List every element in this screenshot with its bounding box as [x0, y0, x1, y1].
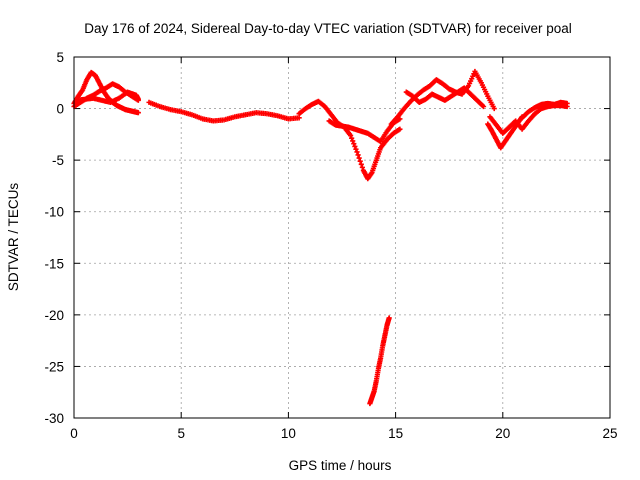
data-points	[71, 68, 570, 407]
y-tick-label: 0	[56, 102, 64, 117]
data-point	[359, 164, 365, 170]
x-tick-label: 20	[495, 426, 510, 441]
series-arc-11	[487, 102, 570, 136]
data-point	[397, 126, 403, 132]
plot-frame	[73, 56, 611, 419]
series-arc-1	[71, 69, 141, 116]
data-point	[356, 155, 362, 161]
series-arc-5	[296, 98, 403, 182]
x-tick-label: 0	[70, 426, 78, 441]
data-point	[350, 138, 356, 144]
data-point	[135, 96, 141, 102]
data-point	[491, 105, 497, 112]
data-point	[351, 141, 357, 147]
data-point	[386, 315, 392, 321]
series-arc-12	[519, 99, 570, 121]
x-axis-label: GPS time / hours	[289, 458, 392, 473]
data-point	[358, 161, 364, 167]
data-point	[564, 100, 570, 107]
data-point	[135, 110, 141, 116]
series-arc-4	[146, 99, 302, 124]
y-tick-label: -25	[44, 359, 64, 374]
y-axis-label: SDTVAR / TECUs	[6, 183, 21, 292]
x-tick-label: 25	[602, 426, 617, 441]
data-point	[347, 132, 354, 138]
data-point	[349, 135, 355, 141]
series-arc-7	[367, 315, 392, 407]
x-tick-label: 10	[281, 426, 296, 441]
data-point	[355, 152, 361, 158]
y-tick-label: -20	[44, 308, 64, 323]
data-point	[352, 143, 358, 149]
data-point	[357, 158, 363, 164]
y-tick-label: -5	[52, 153, 64, 168]
x-tick-label: 15	[388, 426, 403, 441]
y-tick-label: -30	[44, 411, 64, 426]
y-tick-label: -15	[44, 256, 64, 271]
y-tick-label: 5	[56, 50, 64, 65]
data-point	[480, 103, 487, 110]
data-point	[353, 146, 359, 152]
x-tick-label: 5	[177, 426, 185, 441]
data-point	[354, 149, 360, 155]
series-arc-3	[73, 89, 141, 105]
y-tick-label: -10	[44, 205, 64, 220]
chart-title: Day 176 of 2024, Sidereal Day-to-day VTE…	[84, 21, 571, 36]
series-arc-9	[403, 85, 487, 110]
